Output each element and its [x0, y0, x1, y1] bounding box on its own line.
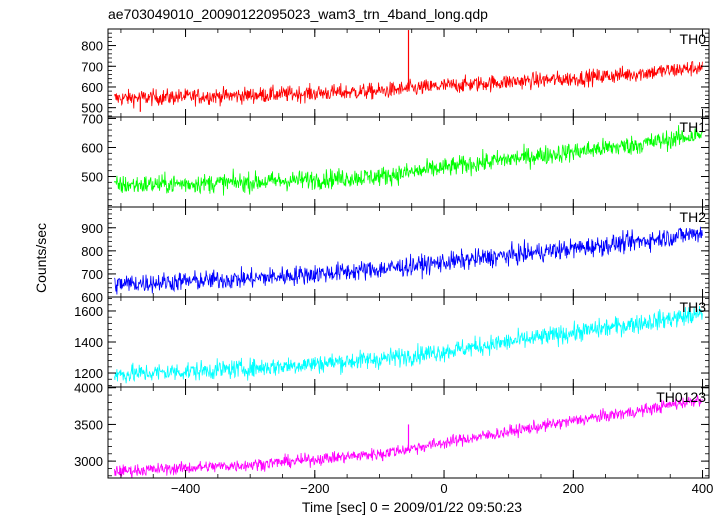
panel-label-th0123: TH0123 — [656, 389, 706, 405]
y-tick-label: 800 — [81, 39, 103, 54]
y-tick-label: 3500 — [74, 417, 103, 432]
x-axis-tick-labels: −400 −200 0 200 400 — [171, 481, 713, 496]
y-tick-label: 500 — [81, 170, 103, 185]
series-line-th3 — [114, 305, 703, 384]
y-tick-label: 1400 — [74, 335, 103, 350]
chart-title: ae703049010_20090122095023_wam3_trn_4ban… — [108, 6, 488, 22]
y-tick-label: 900 — [81, 221, 103, 236]
y-tick-label: 1600 — [74, 304, 103, 319]
panel-th0: 500 600 700 800 TH0 — [81, 28, 710, 118]
y-tick-label: 1200 — [74, 366, 103, 381]
panel-th3: 1200 1400 1600 TH3 — [74, 296, 710, 388]
x-axis-title: Time [sec] 0 = 2009/01/22 09:50:23 — [302, 499, 522, 515]
series-line-th2 — [114, 226, 703, 295]
series-line-th1 — [114, 125, 703, 196]
x-tick-label: −400 — [171, 481, 200, 496]
panel-label-th3: TH3 — [680, 299, 707, 315]
panels-group: 500 600 700 800 TH0 500 600 700 TH1 600 700 800 900 T… — [74, 28, 710, 479]
y-tick-label: 600 — [81, 290, 103, 305]
panel-th1: 500 600 700 TH1 — [81, 111, 710, 208]
x-tick-label: 0 — [440, 481, 447, 496]
y-tick-label: 600 — [81, 80, 103, 95]
y-tick-label: 500 — [81, 101, 103, 116]
y-tick-label: 3000 — [74, 454, 103, 469]
x-tick-label: 200 — [562, 481, 584, 496]
panel-label-th2: TH2 — [680, 209, 707, 225]
x-tick-label: −200 — [300, 481, 329, 496]
panel-frame — [107, 386, 710, 479]
panel-th0123: 3000 3500 4000 TH0123 — [74, 381, 710, 479]
panel-label-th0: TH0 — [680, 31, 707, 47]
y-tick-label: 600 — [81, 140, 103, 155]
x-tick-label: 400 — [692, 481, 714, 496]
panel-th2: 600 700 800 900 TH2 — [81, 206, 710, 305]
y-axis-title: Counts/sec — [33, 223, 49, 293]
y-tick-label: 800 — [81, 244, 103, 259]
panel-frame — [107, 206, 710, 298]
y-tick-label: 4000 — [74, 381, 103, 396]
y-tick-label: 700 — [81, 111, 103, 126]
y-tick-label: 700 — [81, 267, 103, 282]
panel-label-th1: TH1 — [680, 119, 707, 135]
y-tick-label: 700 — [81, 59, 103, 74]
panel-frame — [107, 116, 710, 208]
